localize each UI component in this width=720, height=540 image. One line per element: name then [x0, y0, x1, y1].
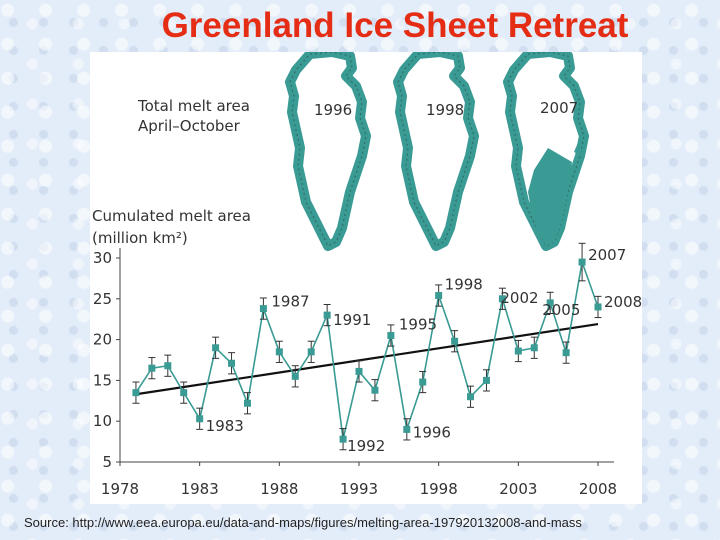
- data-point-1998: [435, 292, 443, 300]
- data-point-2007: [578, 258, 586, 266]
- y-tick-label: 5: [102, 453, 112, 471]
- annotation-2002: 2002: [500, 289, 538, 307]
- map-outline-1996: [285, 52, 371, 251]
- maps-caption-line1: Total melt area: [137, 97, 250, 115]
- data-point-1982: [180, 389, 188, 397]
- data-point-2002: [498, 295, 506, 303]
- data-point-1989: [291, 372, 299, 380]
- y-axis-label-line2: (million km²): [92, 229, 188, 247]
- data-point-1986: [243, 399, 251, 407]
- data-point-1999: [451, 337, 459, 345]
- x-tick-label: 2003: [499, 480, 537, 498]
- annotation-2007: 2007: [588, 246, 626, 264]
- map-year-2007: 2007: [540, 99, 578, 117]
- map-outline-1998: [393, 52, 479, 251]
- data-point-1981: [164, 362, 172, 370]
- data-point-1993: [355, 367, 363, 375]
- x-tick-label: 1983: [181, 480, 219, 498]
- data-point-2005: [546, 299, 554, 307]
- map-year-1998: 1998: [426, 101, 464, 119]
- data-point-2000: [467, 393, 475, 401]
- data-point-1996: [403, 425, 411, 433]
- x-tick-label: 1998: [420, 480, 458, 498]
- y-tick-label: 30: [93, 249, 112, 267]
- data-point-1997: [419, 378, 427, 386]
- y-axis-label-line1: Cumulated melt area: [92, 207, 251, 225]
- data-point-1985: [228, 359, 236, 367]
- y-tick-label: 15: [93, 371, 112, 389]
- data-point-2008: [594, 303, 602, 311]
- x-tick-label: 2008: [579, 480, 617, 498]
- map-melt-east-2007: [574, 138, 582, 156]
- data-point-1988: [275, 348, 283, 356]
- data-point-1979: [132, 389, 140, 397]
- melt-area-chart: Total melt area April–October 1996 1998 …: [92, 52, 642, 498]
- data-point-2004: [530, 344, 538, 352]
- annotation-2008: 2008: [604, 293, 642, 311]
- x-tick-label: 1988: [260, 480, 298, 498]
- source-caption: Source: http://www.eea.europa.eu/data-an…: [24, 515, 582, 530]
- x-tick-label: 1993: [340, 480, 378, 498]
- y-tick-label: 25: [93, 290, 112, 308]
- data-point-1987: [259, 305, 267, 313]
- annotation-1995: 1995: [399, 316, 437, 334]
- map-melt-region-2007: [528, 148, 572, 246]
- data-point-1980: [148, 364, 156, 372]
- data-point-2003: [514, 347, 522, 355]
- annotation-1983: 1983: [206, 417, 244, 435]
- data-point-1984: [212, 344, 220, 352]
- page-title: Greenland Ice Sheet Retreat: [161, 6, 629, 45]
- map-year-1996: 1996: [314, 101, 352, 119]
- data-point-1994: [371, 386, 379, 394]
- data-point-1991: [323, 311, 331, 319]
- data-point-1990: [307, 348, 315, 356]
- data-point-2006: [562, 349, 570, 357]
- data-point-1983: [196, 415, 204, 423]
- data-point-1992: [339, 435, 347, 443]
- map-coast-1996: [289, 52, 367, 247]
- data-point-2001: [482, 376, 490, 384]
- map-coast-1998: [397, 52, 475, 247]
- trend-line: [135, 323, 599, 396]
- y-tick-label: 10: [93, 412, 112, 430]
- annotation-1996: 1996: [413, 423, 451, 441]
- maps-caption-line2: April–October: [138, 117, 241, 135]
- figure-panel: Total melt area April–October 1996 1998 …: [90, 52, 642, 504]
- annotation-1991: 1991: [333, 311, 371, 329]
- greenland-map-2007: [503, 52, 589, 251]
- data-point-1995: [387, 332, 395, 340]
- greenland-map-1998: [393, 52, 479, 251]
- y-tick-label: 20: [93, 331, 112, 349]
- annotation-1992: 1992: [347, 437, 385, 455]
- annotation-2005: 2005: [542, 301, 580, 319]
- annotation-1987: 1987: [271, 293, 309, 311]
- x-tick-label: 1978: [101, 480, 139, 498]
- annotation-1998: 1998: [445, 276, 483, 294]
- greenland-map-1996: [285, 52, 371, 251]
